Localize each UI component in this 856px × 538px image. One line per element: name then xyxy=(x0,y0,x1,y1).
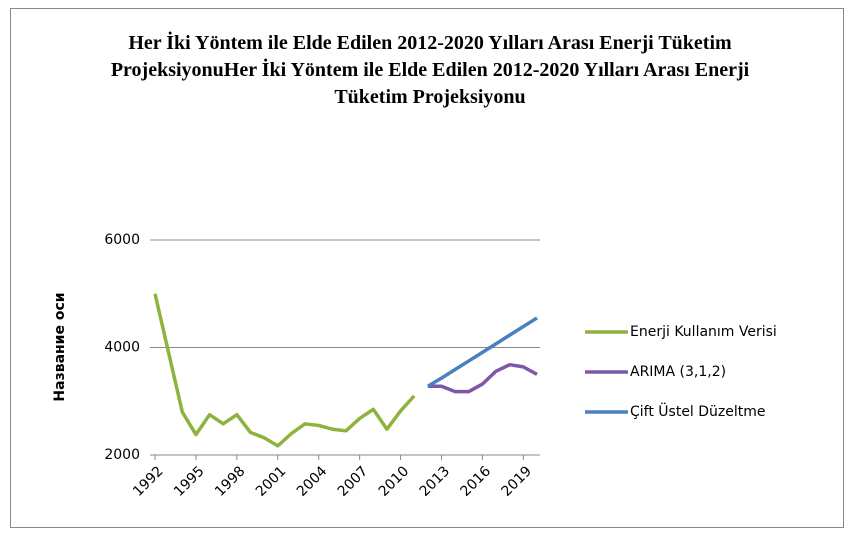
x-tick-label: 2004 xyxy=(294,463,331,500)
x-tick-label: 1992 xyxy=(130,463,167,500)
x-tick-label: 2013 xyxy=(417,463,454,500)
x-tick-label: 1995 xyxy=(171,463,208,500)
chart-frame xyxy=(10,8,844,528)
x-tick-label: 2019 xyxy=(498,463,535,500)
y-tick-label: 6000 xyxy=(104,232,140,248)
legend-label: ARIMA (3,1,2) xyxy=(630,364,726,380)
x-tick-label: 2001 xyxy=(253,463,290,500)
series-line xyxy=(153,293,416,448)
legend-label: Enerji Kullanım Verisi xyxy=(630,324,777,340)
chart-title: Her İki Yöntem ile Elde Edilen 2012-2020… xyxy=(110,32,750,108)
y-tick-label: 4000 xyxy=(104,340,140,356)
y-axis-label: Название оси xyxy=(52,292,68,401)
legend-label: Çift Üstel Düzeltme xyxy=(630,402,766,420)
y-tick-label: 2000 xyxy=(104,447,140,463)
series-line xyxy=(427,362,538,394)
x-tick-label: 1998 xyxy=(212,463,249,500)
x-tick-label: 2007 xyxy=(335,463,372,500)
x-tick-label: 2010 xyxy=(376,463,413,500)
series-line xyxy=(426,316,538,388)
x-tick-label: 2016 xyxy=(458,463,495,500)
